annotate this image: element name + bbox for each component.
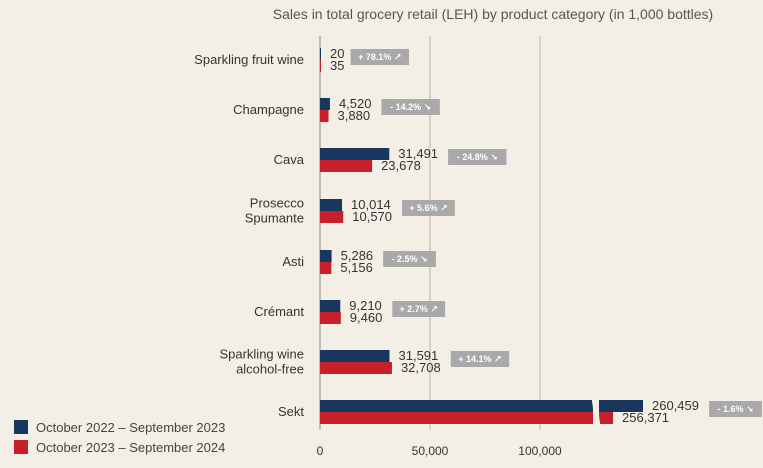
change-badge-label: - 14.2% ↘ [390,102,431,112]
bar-prior [320,350,390,362]
legend-label-current: October 2023 – September 2024 [36,440,225,455]
change-badge [381,99,440,115]
value-label: 32,708 [401,360,441,375]
bar-current-segment-a [320,412,593,424]
category-label: Cava [274,152,305,167]
value-label: 3,880 [338,108,371,123]
change-badge [450,351,510,367]
value-label: 35 [330,58,344,73]
bar-current-segment-b [599,412,614,424]
bar-prior [320,48,321,60]
bar-current [320,262,332,274]
value-label: 260,459 [652,398,699,413]
bar-current [320,60,321,72]
bar-current [320,362,392,374]
change-badge-label: - 2.5% ↘ [391,254,427,264]
value-label: 10,014 [351,197,391,212]
change-badge [402,200,455,216]
chart-title: Sales in total grocery retail (LEH) by p… [273,6,713,22]
bar-current [320,110,329,122]
bar-prior-segment-a [320,400,593,412]
x-tick-label: 0 [317,444,324,458]
change-badge-label: + 5.6% ↗ [409,203,447,213]
change-badge-label: + 2.7% ↗ [400,304,438,314]
change-badge-label: + 14.1% ↗ [458,354,501,364]
category-label: Spumante [245,211,304,226]
bar-current [320,312,341,324]
bar-prior [320,98,330,110]
change-badge-label: + 78.1% ↗ [358,52,401,62]
value-label: 4,520 [339,96,372,111]
legend-label-prior: October 2022 – September 2023 [36,420,225,435]
bar-prior [320,300,341,312]
x-tick-label: 100,000 [518,444,562,458]
axis-break-marker [591,396,601,428]
change-badge [709,401,762,417]
category-label: Sekt [278,404,304,419]
legend-swatch-prior [14,420,28,434]
bar-current [320,211,344,223]
category-label: Sparkling fruit wine [194,52,304,67]
category-label: alcohol-free [236,362,304,377]
value-label: 5,286 [341,248,374,263]
change-badge [350,49,409,65]
bar-current [320,160,373,172]
category-label: Champagne [233,102,304,117]
category-label: Prosecco [250,196,304,211]
category-label: Asti [282,254,304,269]
change-badge [448,149,507,165]
legend-swatch-current [14,440,28,454]
change-badge-label: - 1.6% ↘ [717,404,753,414]
change-badge [383,251,436,267]
change-badge-label: - 24.8% ↘ [457,152,498,162]
value-label: 20 [330,46,344,61]
category-label: Sparkling wine [219,347,304,362]
x-tick-label: 50,000 [412,444,449,458]
value-label: 23,678 [381,158,421,173]
bar-prior [320,148,390,160]
value-label: 31,491 [398,146,438,161]
category-label: Crémant [254,304,304,319]
value-label: 256,371 [622,410,669,425]
value-label: 10,570 [352,209,392,224]
value-label: 9,210 [349,298,382,313]
value-label: 5,156 [340,260,373,275]
bar-prior [320,250,332,262]
bar-prior-segment-b [599,400,643,412]
bar-prior [320,199,343,211]
value-label: 9,460 [350,310,383,325]
change-badge [392,301,446,317]
value-label: 31,591 [399,348,439,363]
